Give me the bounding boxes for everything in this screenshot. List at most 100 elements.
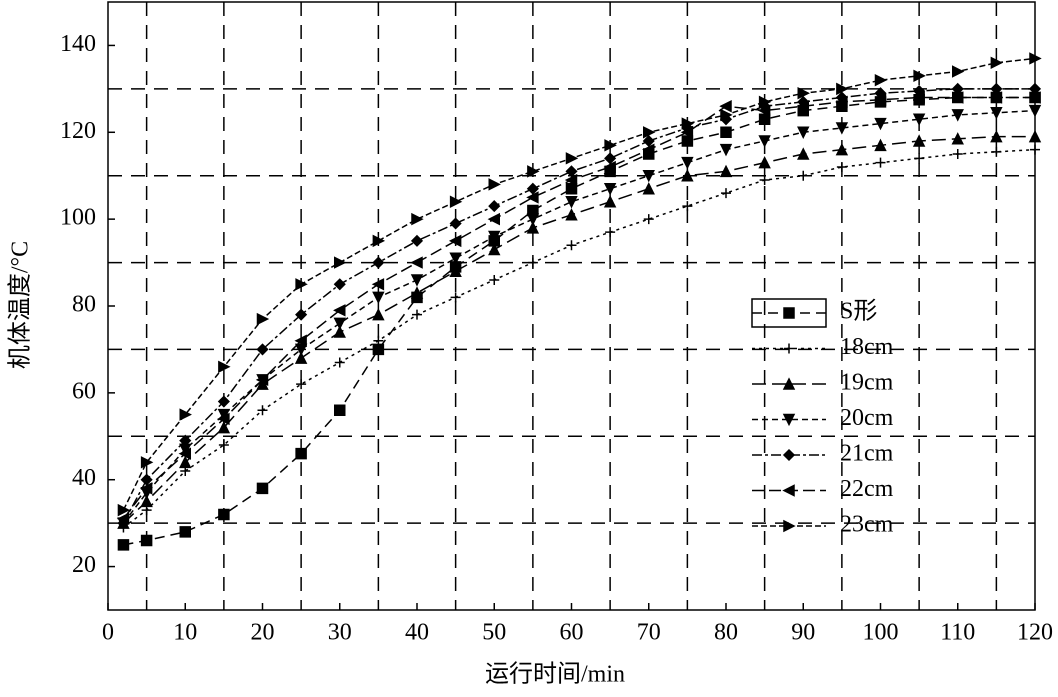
legend-label: 23cm (840, 512, 894, 538)
data-point (1028, 91, 1041, 104)
data-point (835, 122, 849, 135)
y-tick-label: 40 (72, 465, 96, 491)
x-tick-label: 50 (482, 620, 506, 646)
data-point (912, 91, 925, 104)
y-tick-label: 20 (72, 552, 96, 578)
data-point (604, 152, 617, 165)
data-point (642, 182, 655, 195)
data-point (564, 173, 578, 187)
data-point (951, 132, 964, 145)
series-line (122, 57, 1036, 511)
data-point (952, 65, 965, 78)
data-point (719, 100, 732, 113)
data-point (836, 162, 847, 173)
data-point (682, 201, 693, 212)
data-point (372, 291, 385, 304)
y-tick-label: 80 (72, 292, 96, 318)
data-point (604, 139, 617, 152)
data-point (117, 539, 130, 551)
data-point (295, 278, 308, 291)
data-point (410, 286, 424, 299)
data-point (449, 264, 462, 278)
y-tick-label: 140 (60, 31, 96, 57)
legend-marker (783, 519, 796, 533)
data-point (372, 234, 386, 248)
x-tick-label: 0 (102, 620, 114, 646)
data-point (565, 196, 578, 209)
data-point (757, 104, 771, 117)
data-point (140, 473, 153, 486)
legend-label: 18cm (840, 334, 894, 360)
legend-label: 21cm (840, 441, 894, 467)
y-tick-label: 120 (60, 118, 96, 144)
data-point (875, 157, 886, 168)
data-point (140, 534, 153, 547)
legend-entry: 23cm (752, 512, 894, 538)
data-point (565, 152, 579, 165)
data-point (526, 182, 539, 195)
x-tick-label: 120 (1017, 620, 1053, 646)
data-point (411, 212, 424, 226)
data-point (410, 256, 423, 269)
data-point (989, 91, 1003, 104)
data-point (294, 334, 307, 347)
data-point (217, 395, 230, 408)
data-point (257, 405, 268, 416)
legend-entry: 19cm (752, 370, 894, 396)
y-axis-label: 机体温度/°C (7, 241, 34, 369)
data-point (719, 164, 733, 178)
data-point (566, 240, 577, 251)
data-point (990, 129, 1003, 143)
series-line (123, 148, 1036, 529)
data-point (643, 214, 654, 225)
data-point (294, 351, 308, 364)
data-point (489, 274, 500, 285)
legend-marker (782, 413, 796, 427)
series-line (122, 96, 1035, 520)
data-point (991, 146, 1002, 157)
data-point (605, 227, 616, 238)
data-point (874, 73, 888, 87)
data-point (758, 95, 772, 109)
data-point (449, 195, 463, 208)
data-point (951, 82, 964, 95)
data-point (372, 256, 385, 269)
data-point (217, 420, 231, 434)
data-point (874, 117, 887, 131)
x-tick-label: 40 (405, 620, 429, 646)
data-point (448, 234, 462, 248)
data-point (294, 343, 308, 357)
data-point (912, 134, 926, 147)
data-point (488, 242, 501, 256)
data-point (565, 165, 578, 178)
data-point (410, 274, 424, 287)
legend-marker (784, 343, 794, 354)
data-point (836, 82, 849, 96)
data-point (450, 292, 461, 303)
data-point (642, 143, 655, 156)
data-point (796, 100, 809, 113)
data-point (373, 335, 384, 346)
data-point (797, 126, 810, 139)
data-point (565, 182, 578, 195)
x-tick-label: 20 (251, 620, 275, 646)
data-point (952, 149, 963, 159)
data-point (295, 447, 307, 460)
legend-entry: 20cm (752, 405, 894, 431)
x-tick-label: 80 (714, 620, 738, 646)
series-line (122, 88, 1035, 524)
data-point (217, 412, 230, 426)
x-tick-label: 30 (328, 620, 352, 646)
data-point (759, 175, 770, 186)
data-point (334, 357, 345, 368)
data-point (256, 482, 269, 495)
data-point (526, 221, 540, 234)
data-point (990, 56, 1004, 70)
data-point (565, 208, 578, 221)
data-point (758, 156, 771, 169)
data-point (527, 165, 540, 178)
data-point (178, 447, 191, 460)
data-point (333, 325, 346, 338)
data-point (912, 113, 926, 126)
